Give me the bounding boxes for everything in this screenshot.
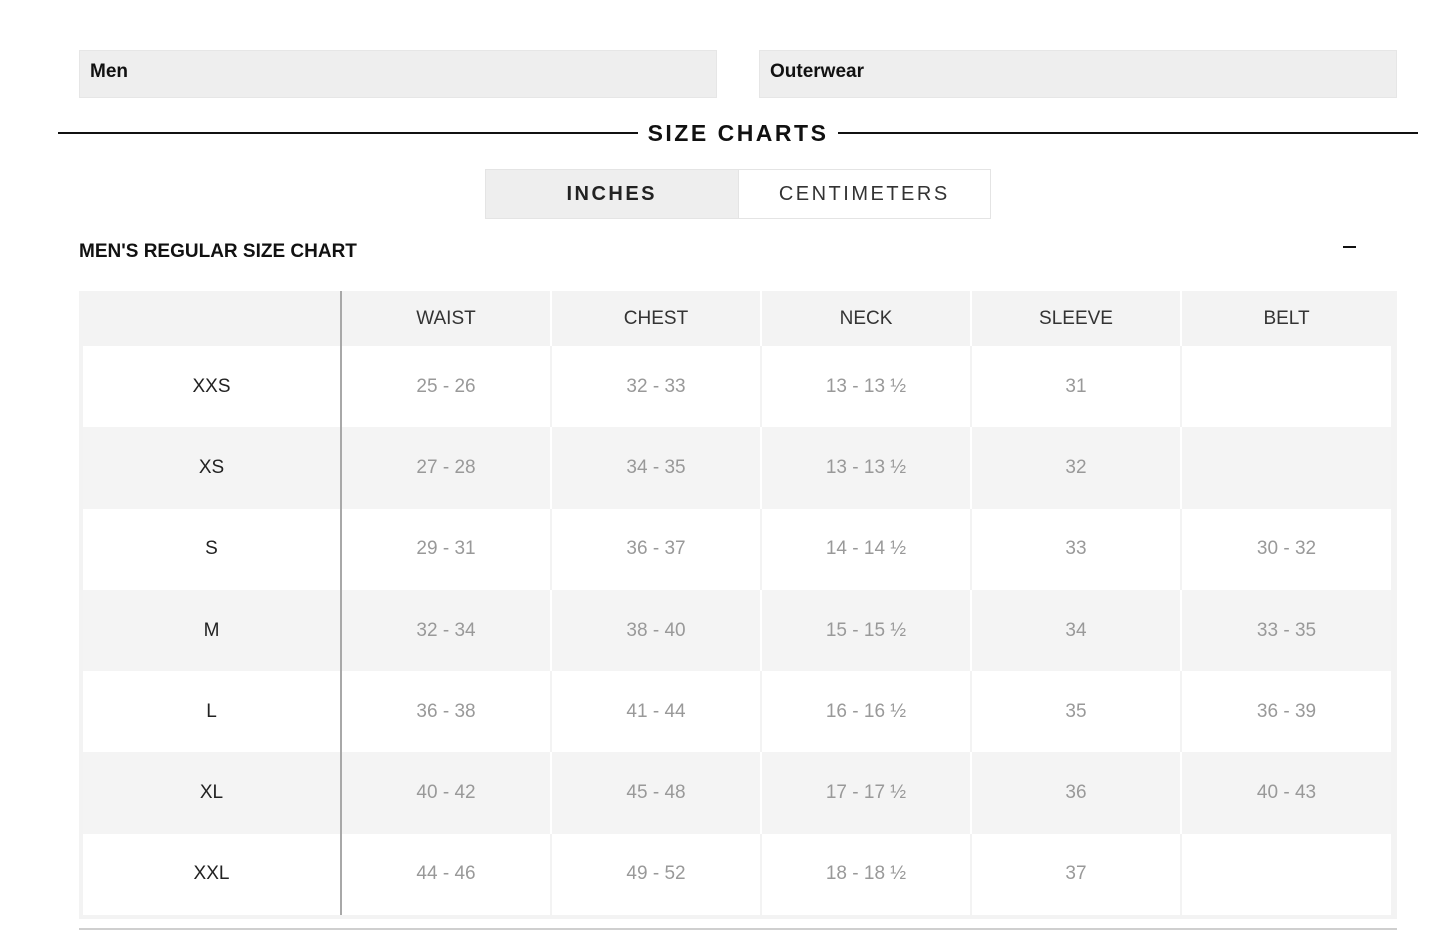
inches-button[interactable]: INCHES <box>486 170 738 218</box>
filter-selects: Men Outerwear <box>79 50 1397 98</box>
size-cell: XXL <box>83 833 342 916</box>
neck-cell: 14 - 14 ½ <box>762 508 972 590</box>
bottom-divider <box>79 928 1397 930</box>
minus-icon <box>1343 246 1356 248</box>
table-row: XXS 25 - 26 32 - 33 13 - 13 ½ 31 <box>83 346 1391 428</box>
size-cell: XXS <box>83 346 342 428</box>
table-header-row: WAIST CHEST NECK SLEEVE BELT <box>83 291 1391 346</box>
table-row: XXL 44 - 46 49 - 52 18 - 18 ½ 37 <box>83 833 1391 916</box>
waist-cell: 36 - 38 <box>342 671 552 753</box>
unit-toggle: INCHES CENTIMETERS <box>485 169 991 219</box>
chest-cell: 41 - 44 <box>552 671 762 753</box>
size-cell: XL <box>83 752 342 834</box>
belt-cell: 33 - 35 <box>1182 589 1391 672</box>
chest-cell: 49 - 52 <box>552 833 762 916</box>
chest-cell: 34 - 35 <box>552 427 762 509</box>
chest-cell: 32 - 33 <box>552 346 762 428</box>
size-cell: L <box>83 671 342 753</box>
sleeve-cell: 33 <box>972 508 1182 590</box>
belt-cell: 40 - 43 <box>1182 752 1391 834</box>
chest-cell: 45 - 48 <box>552 752 762 834</box>
sleeve-cell: 31 <box>972 346 1182 428</box>
belt-cell <box>1182 833 1391 916</box>
header-waist: WAIST <box>342 291 552 346</box>
table-row: M 32 - 34 38 - 40 15 - 15 ½ 34 33 - 35 <box>83 589 1391 672</box>
heading-divider-right <box>838 132 1418 134</box>
belt-cell <box>1182 346 1391 428</box>
chest-cell: 36 - 37 <box>552 508 762 590</box>
size-cell: XS <box>83 427 342 509</box>
neck-cell: 15 - 15 ½ <box>762 589 972 672</box>
belt-cell: 30 - 32 <box>1182 508 1391 590</box>
chart-title: MEN'S REGULAR SIZE CHART <box>79 241 357 262</box>
waist-cell: 44 - 46 <box>342 833 552 916</box>
waist-cell: 25 - 26 <box>342 346 552 428</box>
belt-cell <box>1182 427 1391 509</box>
table-row: S 29 - 31 36 - 37 14 - 14 ½ 33 30 - 32 <box>83 508 1391 590</box>
header-neck: NECK <box>762 291 972 346</box>
waist-cell: 27 - 28 <box>342 427 552 509</box>
table-row: XL 40 - 42 45 - 48 17 - 17 ½ 36 40 - 43 <box>83 752 1391 834</box>
gender-select[interactable]: Men <box>79 50 717 98</box>
heading-divider-left <box>58 132 638 134</box>
size-cell: S <box>83 508 342 590</box>
centimeters-button[interactable]: CENTIMETERS <box>737 170 990 218</box>
header-belt: BELT <box>1182 291 1391 346</box>
size-cell: M <box>83 589 342 672</box>
size-table-container: WAIST CHEST NECK SLEEVE BELT XXS 25 - 26… <box>79 291 1397 919</box>
collapse-button[interactable] <box>1336 236 1362 258</box>
neck-cell: 13 - 13 ½ <box>762 346 972 428</box>
sleeve-cell: 32 <box>972 427 1182 509</box>
table-row: L 36 - 38 41 - 44 16 - 16 ½ 35 36 - 39 <box>83 671 1391 753</box>
header-corner <box>83 291 342 346</box>
belt-cell: 36 - 39 <box>1182 671 1391 753</box>
size-charts-heading: SIZE CHARTS <box>58 116 1418 150</box>
chest-cell: 38 - 40 <box>552 589 762 672</box>
waist-cell: 32 - 34 <box>342 589 552 672</box>
neck-cell: 18 - 18 ½ <box>762 833 972 916</box>
waist-cell: 29 - 31 <box>342 508 552 590</box>
sleeve-cell: 35 <box>972 671 1182 753</box>
neck-cell: 17 - 17 ½ <box>762 752 972 834</box>
page-title: SIZE CHARTS <box>647 120 829 146</box>
waist-cell: 40 - 42 <box>342 752 552 834</box>
sleeve-cell: 36 <box>972 752 1182 834</box>
table-row: XS 27 - 28 34 - 35 13 - 13 ½ 32 <box>83 427 1391 509</box>
size-table: WAIST CHEST NECK SLEEVE BELT XXS 25 - 26… <box>83 291 1391 916</box>
neck-cell: 13 - 13 ½ <box>762 427 972 509</box>
header-chest: CHEST <box>552 291 762 346</box>
category-select[interactable]: Outerwear <box>759 50 1397 98</box>
header-sleeve: SLEEVE <box>972 291 1182 346</box>
neck-cell: 16 - 16 ½ <box>762 671 972 753</box>
sleeve-cell: 34 <box>972 589 1182 672</box>
sleeve-cell: 37 <box>972 833 1182 916</box>
